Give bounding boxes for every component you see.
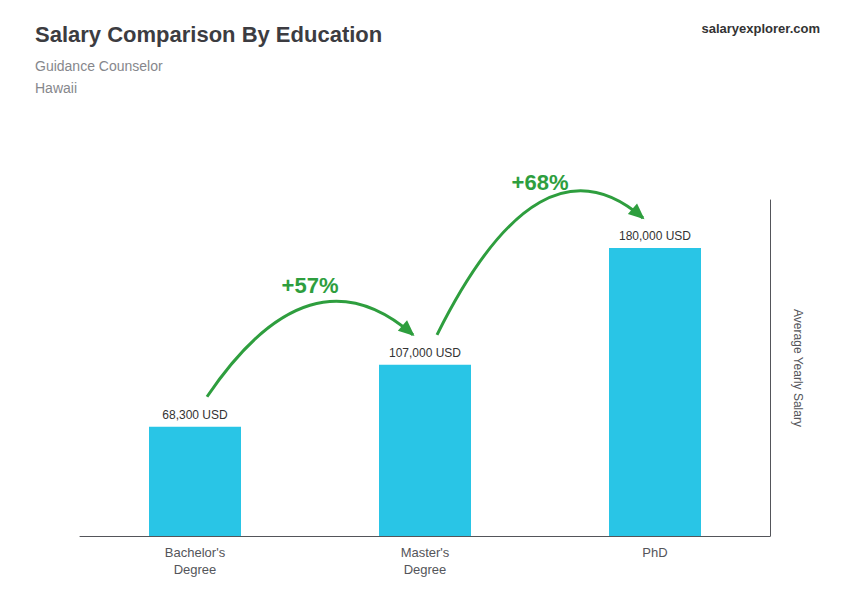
svg-text:Guidance Counselor: Guidance Counselor [35,58,163,74]
svg-text:Bachelor's: Bachelor's [165,545,226,560]
svg-text:Degree: Degree [404,562,447,577]
svg-text:107,000 USD: 107,000 USD [389,346,461,360]
svg-text:68,300 USD: 68,300 USD [162,408,228,422]
svg-text:+68%: +68% [512,170,569,195]
svg-text:Hawaii: Hawaii [35,80,77,96]
svg-text:Degree: Degree [174,562,217,577]
svg-text:PhD: PhD [642,545,667,560]
svg-text:Salary Comparison By Education: Salary Comparison By Education [35,22,382,47]
svg-text:salaryexplorer.com: salaryexplorer.com [701,21,820,36]
svg-text:+57%: +57% [282,273,339,298]
svg-text:180,000 USD: 180,000 USD [619,229,691,243]
svg-text:Average Yearly Salary: Average Yearly Salary [791,309,805,427]
svg-text:Master's: Master's [401,545,450,560]
